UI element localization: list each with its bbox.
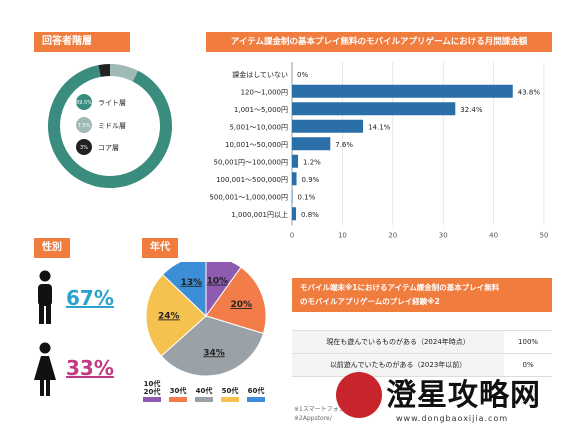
x-tick-label: 40	[489, 232, 498, 240]
table-row: 以前遊んでいたものがある（2023年以前） 0%	[292, 353, 552, 377]
pie-legend-label: 20代	[144, 387, 161, 396]
bar-value-label: 0.1%	[298, 193, 316, 201]
pie-legend-swatch	[247, 397, 265, 402]
male-icon	[38, 270, 52, 324]
legend-value-middle: 7.5%	[78, 123, 91, 129]
gender-header: 性別	[34, 238, 70, 258]
bar-category-label: 120～1,000円	[241, 88, 288, 96]
experience-row-label: 以前遊んでいたものがある（2023年以前）	[292, 353, 505, 377]
watermark: 澄星攻略网 www.dongbaoxijia.com	[336, 370, 576, 428]
pie-legend-swatch	[195, 397, 213, 402]
donut-segments	[48, 64, 172, 188]
age-header: 年代	[142, 238, 178, 258]
bar	[292, 119, 364, 133]
experience-header: モバイル端末※1におけるアイテム課金制の基本プレイ無料 のモバイルアプリゲームの…	[292, 278, 552, 312]
bar-value-label: 43.8%	[518, 88, 541, 96]
x-tick-label: 30	[439, 232, 448, 240]
bar-category-label: 5,001～10,000円	[229, 123, 288, 131]
bar-category-label: 課金はしていない	[232, 70, 288, 79]
x-tick-label: 0	[290, 232, 294, 240]
legend-dot-middle	[76, 117, 92, 133]
pie-slice	[161, 262, 207, 318]
bar	[292, 189, 293, 203]
pie-legend-label: 50代	[222, 386, 239, 395]
footnote-2: ※2Appstore/	[294, 415, 332, 422]
watermark-url: www.dongbaoxijia.com	[396, 414, 509, 423]
experience-row-label: 現在も遊んでいるものがある（2024年時点）	[292, 330, 505, 354]
x-tick-label: 10	[338, 232, 347, 240]
respondents-donut: 89.5% ライト層 7.5% ミドル層 3% コア層	[48, 64, 172, 188]
legend-value-core: 3%	[80, 145, 88, 151]
bar	[292, 172, 297, 186]
legend-label-middle: ミドル層	[98, 122, 126, 130]
bar-value-label: 1.2%	[303, 158, 321, 166]
bar	[292, 137, 331, 151]
pie-value-label: 13%	[181, 278, 203, 288]
legend-label-core: コア層	[98, 144, 119, 152]
bar	[292, 102, 456, 116]
donut-legend: 89.5% ライト層 7.5% ミドル層 3% コア層	[76, 94, 126, 155]
age-title: 年代	[150, 242, 170, 253]
pie-legend-label: 40代	[196, 386, 213, 395]
pie-slice	[160, 315, 265, 377]
pie-legend-label: 30代	[170, 386, 187, 395]
bar-category-label: 50,001円～100,000円	[214, 158, 288, 166]
bar-category-label: 10,001～50,000円	[225, 141, 288, 149]
pie-legend-label: 10代	[144, 379, 161, 388]
legend-dot-core	[76, 139, 92, 155]
bar	[292, 84, 513, 98]
watermark-text: 澄星攻略网	[386, 378, 541, 413]
pie-slice	[145, 273, 207, 357]
bar-chart: 0 10 20 30 40 50 課金はしていない 0% 120～1,000円 43.8% 1,00…	[209, 62, 549, 240]
x-tick-label: 20	[388, 232, 397, 240]
table-row: 現在も遊んでいるものがある（2024年時点） 100%	[292, 330, 552, 354]
pie-value-label: 20%	[230, 300, 252, 310]
legend-dot-light	[76, 94, 92, 110]
bar-category-label: 1,001～5,000円	[234, 106, 288, 114]
bar	[292, 154, 299, 168]
bar-value-label: 14.1%	[368, 123, 391, 131]
bar-category-label: 100,001～500,000円	[216, 176, 288, 184]
pie-legend-swatch	[143, 397, 161, 402]
bar-category-label: 1,000,001円以上	[231, 210, 288, 219]
legend-value-light: 89.5%	[76, 100, 92, 106]
donut-segment-middle	[110, 64, 139, 82]
bar-value-label: 0%	[297, 71, 308, 79]
experience-title-line2: のモバイルアプリゲームのプレイ経験※2	[300, 297, 440, 306]
bar	[292, 207, 297, 221]
bar-chart-header: アイテム課金制の基本プレイ無料のモバイルアプリゲームにおける月間課金額	[206, 32, 552, 52]
bar-category-label: 500,001～1,000,000円	[209, 193, 288, 201]
bar-value-label: 32.4%	[460, 106, 483, 114]
respondents-header: 回答者階層	[34, 32, 130, 52]
pie-slice	[205, 266, 267, 335]
respondents-title: 回答者階層	[42, 36, 92, 47]
pie-value-label: 10%	[207, 277, 229, 287]
pie-legend-swatch	[169, 397, 187, 402]
bar-value-label: 0.8%	[301, 211, 319, 219]
experience-row-value: 0%	[504, 353, 552, 377]
legend-label-light: ライト層	[98, 99, 126, 107]
pie-legend-label: 60代	[248, 386, 265, 395]
pie-legend-swatch	[221, 397, 239, 402]
footnote-1: ※1スマートフォン	[294, 406, 345, 413]
male-percent: 67%	[66, 286, 114, 310]
pie-value-label: 24%	[158, 311, 180, 321]
donut-segment-core	[98, 64, 110, 77]
x-tick-label: 50	[540, 232, 549, 240]
female-percent: 33%	[66, 356, 114, 380]
watermark-logo-icon	[336, 372, 382, 418]
pie-value-label: 34%	[203, 348, 225, 358]
gender-title: 性別	[42, 242, 62, 253]
experience-table: 現在も遊んでいるものがある（2024年時点） 100% 以前遊んでいたものがある…	[292, 330, 552, 377]
bar-value-label: 7.6%	[335, 141, 353, 149]
bar-value-label: 0.9%	[302, 176, 320, 184]
bar-chart-title: アイテム課金制の基本プレイ無料のモバイルアプリゲームにおける月間課金額	[230, 37, 528, 47]
experience-title-line1: モバイル端末※1におけるアイテム課金制の基本プレイ無料	[300, 283, 500, 292]
female-icon	[34, 342, 56, 396]
experience-row-value: 100%	[504, 330, 552, 354]
